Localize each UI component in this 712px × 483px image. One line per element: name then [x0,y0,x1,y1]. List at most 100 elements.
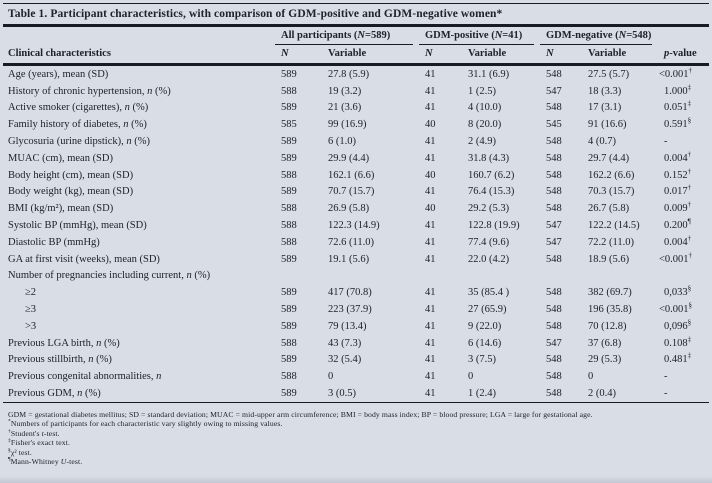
cell-n: 41 [425,186,436,198]
table-row: Previous LGA birth, n (%) 588 43 (7.3) 41 6 … [3,335,709,352]
col-variable-positive: Variable [462,45,540,66]
cell-variable: 19 (3.2) [328,85,362,97]
table-row: ≥3 589 223 (37.9) 41 27 (65.9) 548 196 (35.8) <… [3,301,709,318]
row-label: Age (years), mean (SD) [8,68,109,80]
row-label: MUAC (cm), mean (SD) [8,152,113,164]
cell-n: 41 [419,385,462,403]
footnote: †Student's t-test. [8,428,60,438]
cell-variable: 37 (6.8) [588,337,622,349]
footnote: *Numbers of participants for each charac… [8,418,283,429]
cell-n: 589 [281,186,297,198]
cell-n: 547 [546,220,562,232]
cell-variable: 122.3 (14.9) [328,220,380,232]
cell-n: 588 [281,236,297,248]
row-label: Previous congenital abnormalities, n [8,371,162,383]
cell-n: 548 [546,136,562,148]
cell-n: 545 [546,119,562,131]
row-label: ≥3 [25,304,37,316]
footnote: §χ² test. [8,447,32,457]
group-all-participants: All participants (N=589) [275,27,419,45]
cell-n: 41 [425,136,436,148]
cell-variable: 4 (10.0) [468,102,502,114]
empty-corner-cell [3,27,275,45]
cell-variable: 29.7 (4.4) [588,152,630,164]
row-label: BMI (kg/m²), mean (SD) [8,203,114,215]
cell-p-value: 0.591§ [664,116,692,131]
cell-variable: 70 (12.8) [588,320,627,332]
cell-n: 41 [425,354,436,366]
cell-p-value: - [664,136,668,148]
cell-variable: 31.1 (6.9) [468,68,510,80]
cell-n: 588 [281,337,297,349]
group-all-participants-label: All participants (N=589) [275,29,413,45]
cell-variable: 162.1 (6.6) [328,169,375,181]
row-label: GA at first visit (weeks), mean (SD) [8,253,160,265]
cell-n: 41 [425,371,436,383]
abbreviations-note: GDM = gestational diabetes mellitus; SD … [8,409,593,419]
cell-n: 588 [281,203,297,215]
cell-n: 547 [546,85,562,97]
cell-variable: 27.8 (5.9) [328,68,370,80]
row-label: Body height (cm), mean (SD) [8,169,134,181]
footnote: ¶Mann-Whitney U-test. [8,456,83,467]
cell-p-value: 0.009† [664,200,692,215]
cell-n [540,268,582,285]
cell-variable: 196 (35.8) [588,304,632,316]
column-group-header-row: All participants (N=589) GDM-positive (N… [3,27,709,45]
cell-n: 40 [425,169,436,181]
cell-p-value: 0.017† [664,183,692,198]
col-clinical-characteristics: Clinical characteristics [3,45,275,66]
cell-n: 40 [425,203,436,215]
col-n-all: N [275,45,322,66]
cell-n: 589 [281,68,297,80]
cell-n: 41 [425,220,436,232]
cell-n: 548 [546,186,562,198]
cell-variable: 160.7 (6.2) [468,169,515,181]
cell-n: 41 [425,304,436,316]
table-row: Systolic BP (mmHg), mean (SD) 588 122.3 (1… [3,217,709,234]
sub-header-row: Clinical characteristics N Variable N Va… [3,45,709,66]
table-row: Active smoker (cigarettes), n (%) 589 21 (… [3,100,709,117]
cell-n: 548 [546,354,562,366]
cell-variable: 1 (2.4) [462,385,540,403]
cell-n: 548 [546,371,562,383]
cell-variable: 29.9 (4.4) [328,152,370,164]
cell-variable: 18.9 (5.6) [588,253,630,265]
table-row: ≥2 589 417 (70.8) 41 35 (85.4 ) 548 382 (69.7)… [3,284,709,301]
cell-n: 589 [281,320,297,332]
cell-variable: 0 [328,371,334,383]
footnote: ‡Fisher's exact text. [8,437,70,448]
cell-n: 547 [546,337,562,349]
cell-n: 589 [281,304,297,316]
cell-variable: 91 (16.6) [588,119,627,131]
table-row: Number of pregnancies including current,… [3,268,709,285]
cell-n: 547 [546,236,562,248]
cell-p-value: 0.200¶ [664,217,691,232]
col-variable-negative: Variable [582,45,658,66]
cell-variable: 8 (20.0) [468,119,502,131]
cell-variable: 417 (70.8) [328,287,372,299]
table-row: Glycosuria (urine dipstick), n (%) 589 6 (… [3,133,709,150]
row-label: Previous LGA birth, n (%) [8,337,120,349]
cell-n: 548 [546,320,562,332]
row-label: Glycosuria (urine dipstick), n (%) [8,136,151,148]
cell-p-value: 0.004† [664,150,692,164]
table-title: Table 1. Participant characteristics, wi… [3,3,709,27]
cell-n: 589 [275,385,322,403]
cell-variable [322,268,419,285]
cell-n: 41 [425,236,436,248]
cell-n [419,268,462,285]
table-row: Body weight (kg), mean (SD) 589 70.7 (15.7… [3,184,709,201]
cell-variable: 31.8 (4.3) [468,152,510,164]
cell-variable: 26.9 (5.8) [328,203,370,215]
cell-variable [582,268,658,285]
row-label: Active smoker (cigarettes), n (%) [8,102,149,114]
cell-variable: 29 (5.3) [588,354,622,366]
row-label: >3 [25,320,37,332]
cell-variable: 32 (5.4) [328,354,362,366]
cell-n: 589 [281,287,297,299]
cell-variable: 76.4 (15.3) [468,186,515,198]
cell-n: 589 [281,354,297,366]
cell-n: 548 [546,102,562,114]
row-label: ≥2 [25,287,37,299]
